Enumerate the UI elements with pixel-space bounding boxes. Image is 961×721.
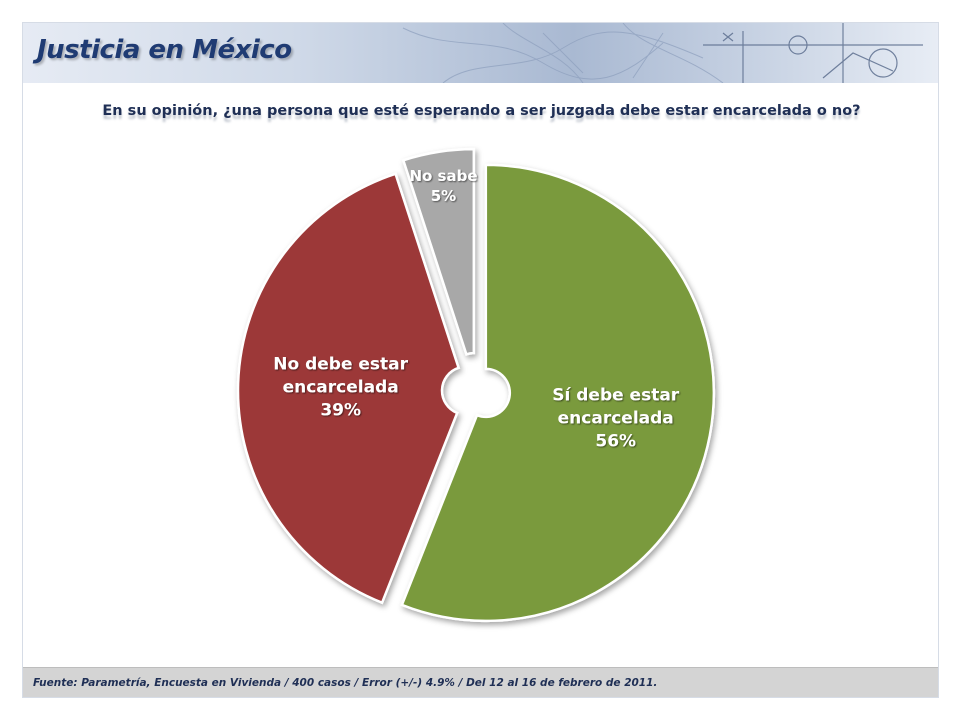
slide: Justicia en México En su opinión, ¿una p… <box>22 22 939 698</box>
header-banner: Justicia en México <box>23 23 938 83</box>
source-note: Fuente: Parametría, Encuesta en Vivienda… <box>33 677 658 689</box>
si-debe-slice <box>400 163 716 623</box>
no-sabe-label: No sabe 5% <box>409 167 477 205</box>
pie-chart: Sí debe estar encarcelada 56% No debe estar… <box>236 147 716 623</box>
si-debe-label: Sí debe estar encarcelada 56% <box>552 386 680 452</box>
no-debe-slice <box>236 172 461 605</box>
banner-decoration <box>402 23 923 83</box>
footer-bar: Fuente: Parametría, Encuesta en Vivienda… <box>23 667 938 697</box>
no-sabe-slice <box>401 147 476 356</box>
no-debe-label: No debe estar encarcelada 39% <box>273 355 408 421</box>
chart-question: En su opinión, ¿una persona que esté esp… <box>102 103 861 119</box>
page-title: Justicia en México <box>37 35 292 65</box>
